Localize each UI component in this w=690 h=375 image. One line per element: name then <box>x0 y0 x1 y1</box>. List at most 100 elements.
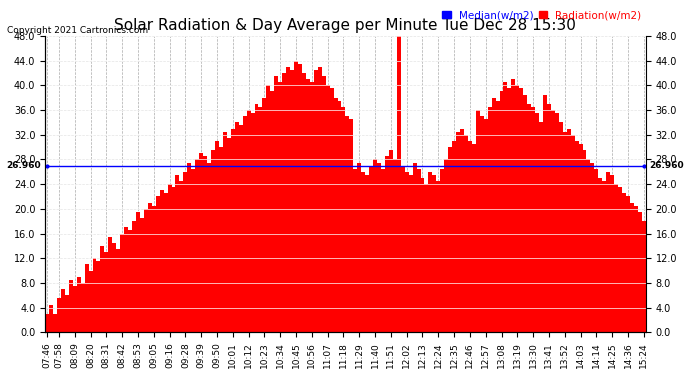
Bar <box>607 172 610 333</box>
Bar <box>531 107 535 333</box>
Bar <box>318 67 322 333</box>
Bar <box>184 172 188 333</box>
Bar <box>333 98 337 333</box>
Bar <box>85 264 88 333</box>
Bar <box>448 147 452 333</box>
Bar <box>349 119 353 333</box>
Bar <box>417 169 420 333</box>
Bar <box>373 159 377 333</box>
Bar <box>211 150 215 333</box>
Bar <box>460 129 464 333</box>
Bar <box>614 184 618 333</box>
Bar <box>132 221 136 333</box>
Bar <box>456 132 460 333</box>
Bar <box>520 88 523 333</box>
Bar <box>223 132 227 333</box>
Bar <box>330 88 333 333</box>
Bar <box>523 94 527 333</box>
Bar <box>428 172 433 333</box>
Bar <box>571 135 575 333</box>
Bar <box>259 107 262 333</box>
Bar <box>634 206 638 333</box>
Bar <box>49 304 53 333</box>
Bar <box>452 141 456 333</box>
Bar <box>547 104 551 333</box>
Bar <box>270 92 275 333</box>
Bar <box>175 175 179 333</box>
Bar <box>108 237 112 333</box>
Bar <box>472 144 476 333</box>
Bar <box>357 162 362 333</box>
Bar <box>638 212 642 333</box>
Bar <box>337 101 342 333</box>
Bar <box>433 175 436 333</box>
Bar <box>195 159 199 333</box>
Legend: Median(w/m2), Radiation(w/m2): Median(w/m2), Radiation(w/m2) <box>438 6 646 24</box>
Bar <box>598 178 602 333</box>
Bar <box>369 166 373 333</box>
Bar <box>630 202 634 333</box>
Bar <box>290 70 294 333</box>
Bar <box>566 129 571 333</box>
Bar <box>69 280 72 333</box>
Bar <box>511 79 515 333</box>
Text: 26.960: 26.960 <box>6 161 41 170</box>
Bar <box>81 283 85 333</box>
Bar <box>243 116 246 333</box>
Bar <box>484 119 488 333</box>
Bar <box>231 129 235 333</box>
Bar <box>298 64 302 333</box>
Bar <box>314 70 318 333</box>
Bar <box>535 113 539 333</box>
Bar <box>77 277 81 333</box>
Bar <box>393 159 397 333</box>
Bar <box>362 172 365 333</box>
Bar <box>45 314 49 333</box>
Bar <box>156 196 159 333</box>
Bar <box>610 175 614 333</box>
Bar <box>57 298 61 333</box>
Bar <box>282 73 286 333</box>
Bar <box>413 162 417 333</box>
Bar <box>495 101 500 333</box>
Bar <box>476 110 480 333</box>
Bar <box>381 169 385 333</box>
Bar <box>152 206 156 333</box>
Bar <box>579 144 582 333</box>
Bar <box>136 212 140 333</box>
Bar <box>444 159 448 333</box>
Bar <box>124 227 128 333</box>
Bar <box>164 194 168 333</box>
Bar <box>397 36 401 333</box>
Bar <box>555 113 559 333</box>
Bar <box>262 98 266 333</box>
Bar <box>492 98 495 333</box>
Text: Copyright 2021 Cartronics.com: Copyright 2021 Cartronics.com <box>7 26 148 35</box>
Bar <box>104 252 108 333</box>
Bar <box>172 187 175 333</box>
Bar <box>215 141 219 333</box>
Bar <box>500 92 504 333</box>
Bar <box>306 79 310 333</box>
Bar <box>346 116 349 333</box>
Bar <box>235 122 239 333</box>
Bar <box>365 175 369 333</box>
Bar <box>420 178 424 333</box>
Bar <box>191 169 195 333</box>
Bar <box>168 184 172 333</box>
Bar <box>266 85 270 333</box>
Bar <box>188 162 191 333</box>
Bar <box>286 67 290 333</box>
Bar <box>207 162 211 333</box>
Bar <box>120 234 124 333</box>
Bar <box>88 271 92 333</box>
Bar <box>464 135 468 333</box>
Bar <box>563 132 566 333</box>
Bar <box>551 110 555 333</box>
Bar <box>543 94 547 333</box>
Bar <box>440 169 444 333</box>
Bar <box>527 104 531 333</box>
Bar <box>591 162 594 333</box>
Bar <box>424 184 428 333</box>
Bar <box>507 88 511 333</box>
